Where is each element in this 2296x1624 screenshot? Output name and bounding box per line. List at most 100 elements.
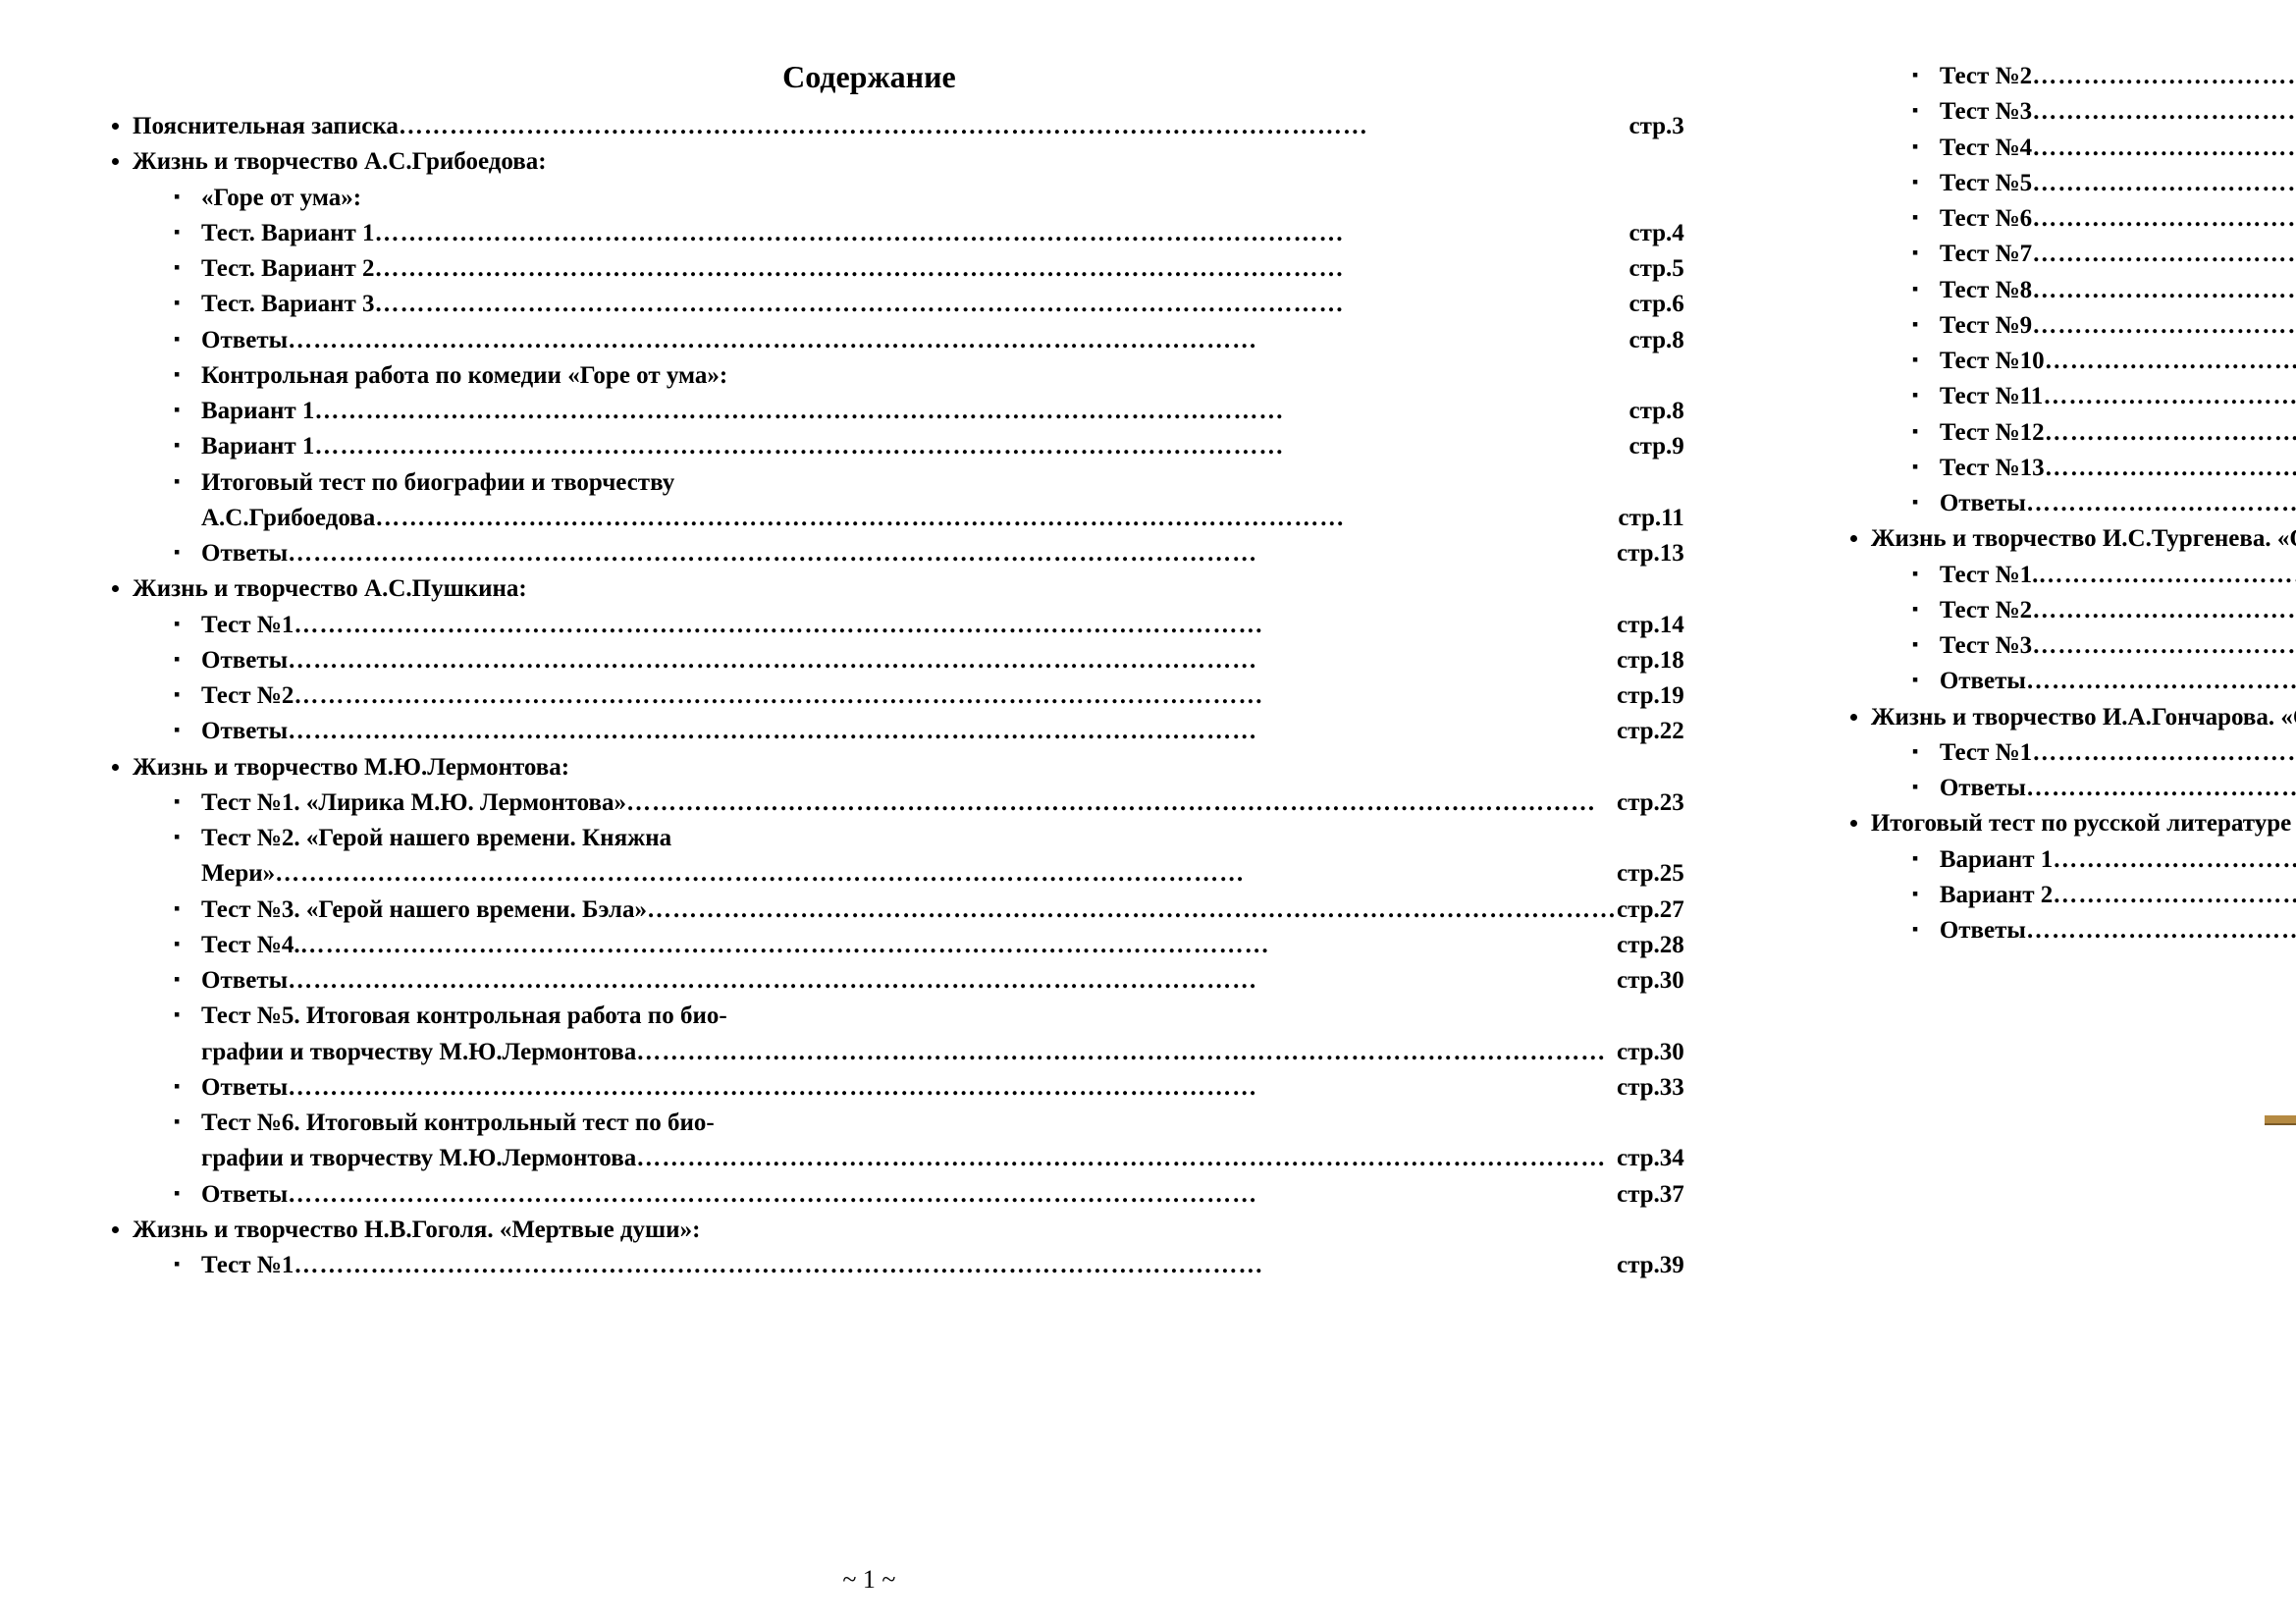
toc-label-cont: графии и творчеству М.Ю.Лермонтова xyxy=(201,1035,636,1070)
toc-label: Ответы xyxy=(1940,486,2026,521)
toc-leader xyxy=(300,928,1617,963)
toc-label: Тест №1 xyxy=(1940,735,2032,771)
toc-entry: Тест. Вариант 3стр.6 xyxy=(201,287,1684,322)
toc-label: Тест. Вариант 2 xyxy=(201,251,375,287)
toc-entry: Ответы стр.18 xyxy=(201,643,1684,678)
toc-entry: Тест №10стр.54 xyxy=(1940,344,2296,379)
toc-page: стр.30 xyxy=(1617,963,1684,999)
shelf-icon xyxy=(2265,1115,2296,1125)
toc-entry: Тест №5. Итоговая контрольная работа по … xyxy=(201,999,1684,1070)
toc-section: Жизнь и творчество Н.В.Гоголя. «Мертвые … xyxy=(133,1213,1684,1284)
toc-leader xyxy=(2026,664,2296,699)
toc-entry: Тест №7стр.48 xyxy=(1940,237,2296,272)
toc-label-cont: графии и творчеству М.Ю.Лермонтова xyxy=(201,1141,636,1176)
toc-label: Вариант 1 xyxy=(1940,842,2053,878)
toc-page: стр.28 xyxy=(1617,928,1684,963)
toc-label: «Горе от ума»: xyxy=(201,181,361,216)
toc-entry: Тест №5стр.45 xyxy=(1940,166,2296,201)
toc-list-right: Тест №2стр.42Тест №3стр.43Тест №4стр.44Т… xyxy=(1792,59,2296,948)
toc-section: Жизнь и творчество М.Ю.Лермонтова:Тест №… xyxy=(133,750,1684,1213)
toc-leader xyxy=(2026,771,2296,806)
toc-label: Вариант 1 xyxy=(201,394,314,429)
toc-leader xyxy=(2053,842,2296,878)
toc-leader xyxy=(2045,415,2296,451)
toc-label: Ответы xyxy=(201,1070,288,1106)
toc-entry: Тест №1стр.81 xyxy=(1940,735,2296,771)
toc-leader xyxy=(399,109,1629,144)
toc-leader xyxy=(288,323,1629,358)
toc-leader xyxy=(2032,201,2296,237)
toc-label: Тест №11 xyxy=(1940,379,2044,414)
toc-section: Жизнь и творчество А.С.Пушкина:Тест №1ст… xyxy=(133,571,1684,749)
toc-entry: Вариант 1стр.83 xyxy=(1940,842,2296,878)
toc-entry: Ответыстр.68 xyxy=(1940,486,2296,521)
toc-leader xyxy=(636,1035,1617,1070)
toc-entry: Вариант 2стр.85 xyxy=(1940,878,2296,913)
toc-page: стр.6 xyxy=(1629,287,1683,322)
toc-label: Пояснительная записка xyxy=(133,109,399,144)
books-illustration: Словесность xyxy=(2265,1115,2296,1125)
toc-page: стр.22 xyxy=(1617,714,1684,749)
toc-entry: Вариант 1стр.8 xyxy=(201,394,1684,429)
toc-page: стр.5 xyxy=(1629,251,1683,287)
toc-label: Ответы xyxy=(201,714,288,749)
toc-leader xyxy=(626,785,1617,821)
toc-leader xyxy=(288,536,1617,571)
toc-label: Тест №3 xyxy=(1940,628,2032,664)
toc-heading: Жизнь и творчество А.С.Грибоедова: xyxy=(133,148,547,175)
toc-entry: Тест №1стр.14 xyxy=(201,608,1684,643)
toc-entry: «Горе от ума»: xyxy=(201,181,1684,216)
toc-leader xyxy=(2026,913,2296,948)
toc-leader xyxy=(2045,344,2296,379)
toc-leader xyxy=(294,1248,1617,1283)
toc-heading: Жизнь и творчество Н.В.Гоголя. «Мертвые … xyxy=(133,1217,700,1243)
toc-label: Ответы xyxy=(201,963,288,999)
toc-label-cont: Мери» xyxy=(201,856,275,892)
toc-label: Контрольная работа по комедии «Горе от у… xyxy=(201,358,727,394)
toc-leader xyxy=(2032,628,2296,664)
toc-label: Ответы xyxy=(201,1177,288,1213)
toc-leader xyxy=(275,856,1617,892)
toc-page: стр.11 xyxy=(1618,501,1683,536)
toc-leader xyxy=(2043,379,2296,414)
toc-leader xyxy=(2032,735,2296,771)
toc-section: Жизнь и творчество И.С.Тургенева. «Отцы … xyxy=(1871,521,2296,699)
toc-section: Жизнь и творчество А.С.Грибоедова: «Горе … xyxy=(133,144,1684,571)
toc-entry: Тест №3стр.74 xyxy=(1940,628,2296,664)
toc-page: стр.18 xyxy=(1617,643,1684,678)
toc-list-left: Пояснительная запискастр.3Жизнь и творче… xyxy=(54,109,1684,1283)
toc-label: Тест №3. «Герой нашего времени. Бэла» xyxy=(201,893,647,928)
toc-entry: Ответыстр.33 xyxy=(201,1070,1684,1106)
toc-label: Тест №10 xyxy=(1940,344,2045,379)
toc-entry: Ответыстр.13 xyxy=(201,536,1684,571)
toc-label: Тест №13 xyxy=(1940,451,2045,486)
toc-entry: Тест №4стр.44 xyxy=(1940,131,2296,166)
toc-label: Тест №2 xyxy=(201,678,294,714)
toc-leader xyxy=(2032,273,2296,308)
toc-leader xyxy=(288,643,1617,678)
toc-page: стр.19 xyxy=(1617,678,1684,714)
toc-entry: Тест №1.стр.69 xyxy=(1940,558,2296,593)
toc-page: стр.34 xyxy=(1617,1141,1684,1176)
toc-heading: Итоговый тест по русской литературе за к… xyxy=(1871,810,2296,837)
toc-page: стр.25 xyxy=(1617,856,1684,892)
toc-page: стр.14 xyxy=(1617,608,1684,643)
document-sheet: Содержание Пояснительная запискастр.3Жиз… xyxy=(0,0,2296,1624)
toc-page: стр.37 xyxy=(1617,1177,1684,1213)
toc-label: Тест №9 xyxy=(1940,308,2032,344)
toc-entry: Тест №1. «Лирика М.Ю. Лермонтова»стр.23 xyxy=(201,785,1684,821)
toc-leader xyxy=(288,963,1617,999)
toc-label: Ответы xyxy=(201,643,288,678)
toc-section: Итоговый тест по русской литературе за к… xyxy=(1871,806,2296,948)
page-number-left: ~ 1 ~ xyxy=(54,1565,1684,1595)
toc-entry: Тест №3. «Герой нашего времени. Бэла»стр… xyxy=(201,893,1684,928)
toc-leader xyxy=(636,1141,1617,1176)
toc-page: стр.23 xyxy=(1617,785,1684,821)
toc-entry: Тест №2стр.70 xyxy=(1940,593,2296,628)
toc-entry: Контрольная работа по комедии «Горе от у… xyxy=(201,358,1684,394)
toc-entry: Тест №8стр.50 xyxy=(1940,273,2296,308)
toc-page: стр.13 xyxy=(1617,536,1684,571)
toc-heading: Жизнь и творчество И.А.Гончарова. «Облом… xyxy=(1871,704,2296,731)
toc-page: стр.3 xyxy=(1629,109,1683,144)
toc-leader xyxy=(2038,558,2296,593)
